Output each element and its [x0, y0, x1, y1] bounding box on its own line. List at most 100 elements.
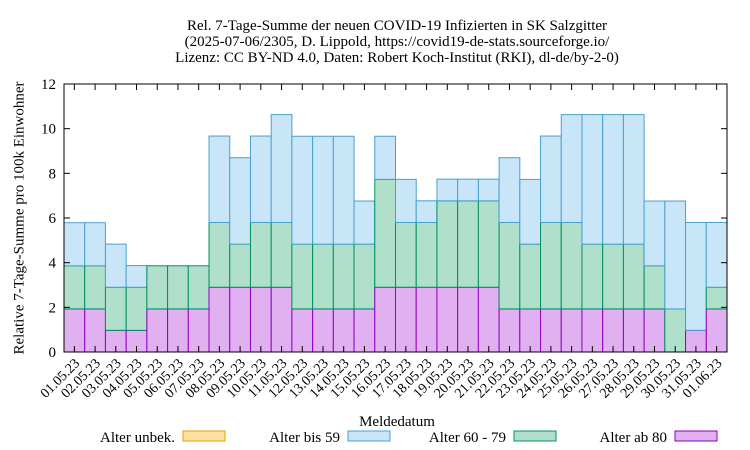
bar-segment: [229, 286, 251, 353]
bar-segment: [353, 243, 376, 310]
bar-segment: [332, 135, 355, 245]
bar-segment: [477, 200, 500, 288]
bar-segment: [146, 265, 169, 310]
bar-segment: [374, 178, 396, 288]
x-axis-label: Meldedatum: [359, 414, 435, 430]
bar-segment: [353, 200, 376, 245]
bar-segment: [643, 200, 666, 267]
bar-segment: [622, 308, 645, 353]
bar-segment: [581, 114, 604, 245]
bar-segment: [332, 243, 355, 310]
bar-segment: [167, 308, 189, 353]
bar-segment: [104, 286, 127, 331]
bar-segment: [291, 243, 314, 310]
bar-segment: [229, 157, 251, 245]
bar-segment: [415, 200, 438, 223]
bar-segment: [249, 286, 272, 353]
chart-title: Rel. 7-Tage-Summe der neuen COVID-19 Inf…: [175, 18, 619, 66]
y-tick-label: 6: [49, 211, 57, 227]
legend-label: Alter 60 - 79: [429, 430, 506, 446]
bar-segment: [436, 286, 459, 353]
bar-segment: [125, 265, 148, 288]
bar-segment: [353, 308, 376, 353]
bar-segment: [560, 308, 583, 353]
bar-segment: [581, 243, 604, 310]
bar-segment: [167, 265, 189, 310]
bar-segment: [208, 286, 231, 353]
bar-segment: [270, 221, 293, 288]
bar-segment: [270, 286, 293, 353]
bar-segment: [63, 265, 86, 310]
chart-title-line: (2025-07-06/2305, D. Lippold, https://co…: [185, 34, 610, 50]
bar-segment: [602, 114, 624, 245]
bar-segment: [436, 200, 459, 288]
bar-segment: [519, 178, 542, 245]
legend-swatch: [513, 430, 557, 442]
bar-segment: [84, 308, 106, 353]
y-tick-label: 10: [41, 122, 56, 138]
bar-segment: [457, 200, 479, 288]
legend-label: Alter ab 80: [600, 430, 667, 446]
y-axis: 0 2 4 6 8 10 12: [41, 77, 727, 361]
bar-segment: [498, 157, 521, 223]
bar-segment: [685, 221, 707, 331]
bar-segment: [312, 135, 334, 245]
bar-segment: [395, 286, 417, 353]
bar-segment: [84, 265, 106, 310]
bar-segment: [436, 178, 459, 202]
bar-segment: [187, 308, 210, 353]
bar-segment: [622, 243, 645, 310]
legend-label: Alter unbek.: [100, 430, 175, 446]
bar-segment: [291, 135, 314, 245]
bar-segment: [104, 243, 127, 288]
bar-segment: [643, 265, 666, 310]
bar-segment: [519, 243, 542, 310]
chart-title-line: Lizenz: CC BY-ND 4.0, Daten: Robert Koch…: [175, 50, 619, 66]
bar-segment: [498, 221, 521, 310]
bar-segment: [63, 222, 86, 267]
chart-title-line: Rel. 7-Tage-Summe der neuen COVID-19 Inf…: [187, 18, 607, 34]
bar-segment: [291, 308, 314, 353]
bar-segment: [477, 286, 500, 353]
bar-segment: [705, 221, 728, 288]
bar-segment: [249, 135, 272, 223]
bar-segment: [602, 243, 624, 310]
bar-segment: [229, 243, 251, 288]
y-tick-label: 8: [49, 166, 57, 182]
bar-segment: [146, 308, 169, 353]
bar-segment: [374, 286, 396, 353]
bar-segment: [643, 308, 666, 353]
bar-segment: [540, 135, 562, 223]
bar-segment: [560, 221, 583, 310]
bar-segment: [84, 222, 106, 267]
bar-segment: [312, 308, 334, 353]
legend-swatch: [182, 430, 226, 442]
y-tick-label: 12: [41, 77, 56, 93]
y-tick-label: 2: [49, 300, 57, 316]
bar-segment: [519, 308, 542, 353]
bar-segment: [63, 308, 86, 353]
bars: [63, 114, 728, 353]
y-tick-label: 0: [49, 345, 57, 361]
bar-segment: [705, 286, 728, 310]
bar-segment: [705, 308, 728, 353]
bar-segment: [125, 286, 148, 331]
bar-segment: [602, 308, 624, 353]
legend-swatch: [347, 430, 391, 442]
bar-segment: [477, 178, 500, 202]
bar-segment: [208, 221, 231, 288]
bar-segment: [498, 308, 521, 353]
bar-segment: [374, 135, 396, 180]
bar-segment: [560, 114, 583, 223]
bar-segment: [415, 286, 438, 353]
bar-segment: [187, 265, 210, 310]
legend: Alter unbek. Alter bis 59 Alter 60 - 79 Alt…: [100, 430, 718, 446]
bar-segment: [540, 221, 562, 310]
bar-segment: [457, 286, 479, 353]
bar-segment: [208, 135, 231, 223]
y-tick-label: 4: [49, 256, 57, 272]
legend-swatch: [674, 430, 718, 442]
y-axis-label: Relative 7-Tage-Summe pro 100k Einwohner: [11, 81, 27, 354]
bar-segment: [249, 221, 272, 288]
